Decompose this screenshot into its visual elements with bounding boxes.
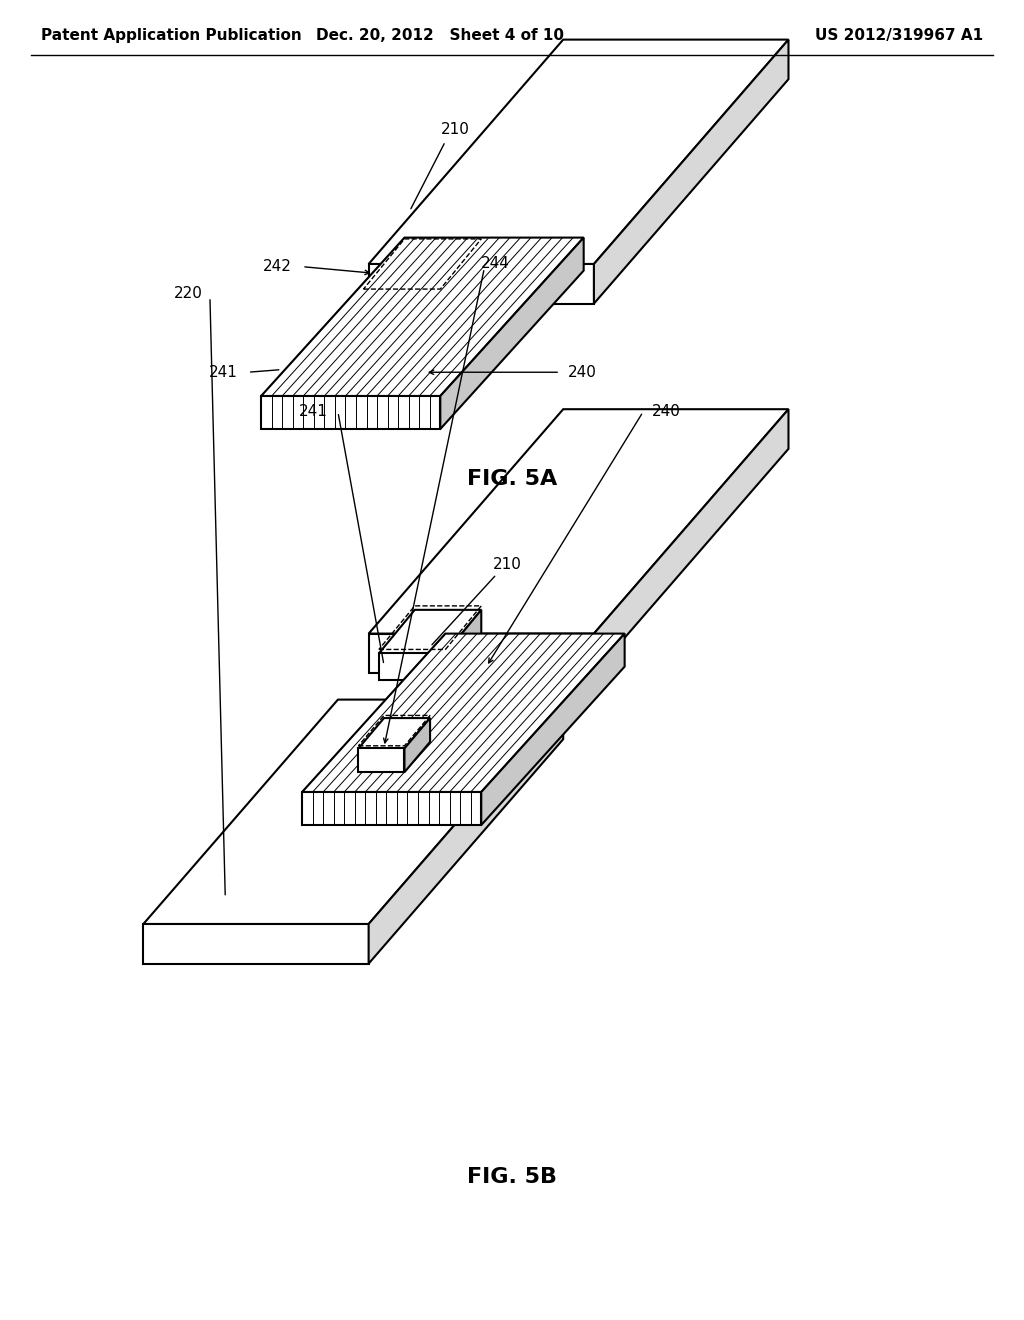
Polygon shape: [594, 409, 788, 673]
Text: 241: 241: [209, 364, 238, 380]
Text: FIG. 5A: FIG. 5A: [467, 469, 557, 490]
Text: 244: 244: [481, 256, 510, 272]
Polygon shape: [261, 396, 440, 429]
Polygon shape: [594, 40, 788, 304]
Text: 241: 241: [299, 404, 328, 420]
Polygon shape: [143, 924, 369, 964]
Polygon shape: [369, 634, 594, 673]
Polygon shape: [440, 244, 481, 323]
Polygon shape: [364, 244, 481, 294]
Polygon shape: [302, 634, 625, 792]
Text: 220: 220: [174, 285, 203, 301]
Polygon shape: [440, 238, 584, 429]
Polygon shape: [379, 610, 481, 653]
Polygon shape: [261, 238, 584, 396]
Text: 240: 240: [568, 364, 597, 380]
Text: 240: 240: [652, 404, 681, 420]
Polygon shape: [379, 653, 445, 680]
Text: FIG. 5B: FIG. 5B: [467, 1167, 557, 1188]
Polygon shape: [369, 264, 594, 304]
Text: US 2012/319967 A1: US 2012/319967 A1: [815, 28, 983, 44]
Polygon shape: [481, 634, 625, 825]
Polygon shape: [358, 748, 404, 772]
Polygon shape: [445, 610, 481, 680]
Text: Patent Application Publication: Patent Application Publication: [41, 28, 302, 44]
Polygon shape: [369, 700, 563, 964]
Polygon shape: [369, 409, 788, 634]
Polygon shape: [369, 40, 788, 264]
Text: 210: 210: [441, 123, 470, 137]
Polygon shape: [358, 718, 430, 748]
Polygon shape: [302, 792, 481, 825]
Polygon shape: [364, 294, 440, 323]
Polygon shape: [143, 700, 563, 924]
Polygon shape: [404, 718, 430, 772]
Text: Dec. 20, 2012   Sheet 4 of 10: Dec. 20, 2012 Sheet 4 of 10: [316, 28, 564, 44]
Text: 242: 242: [263, 259, 292, 275]
Text: 210: 210: [493, 557, 521, 572]
